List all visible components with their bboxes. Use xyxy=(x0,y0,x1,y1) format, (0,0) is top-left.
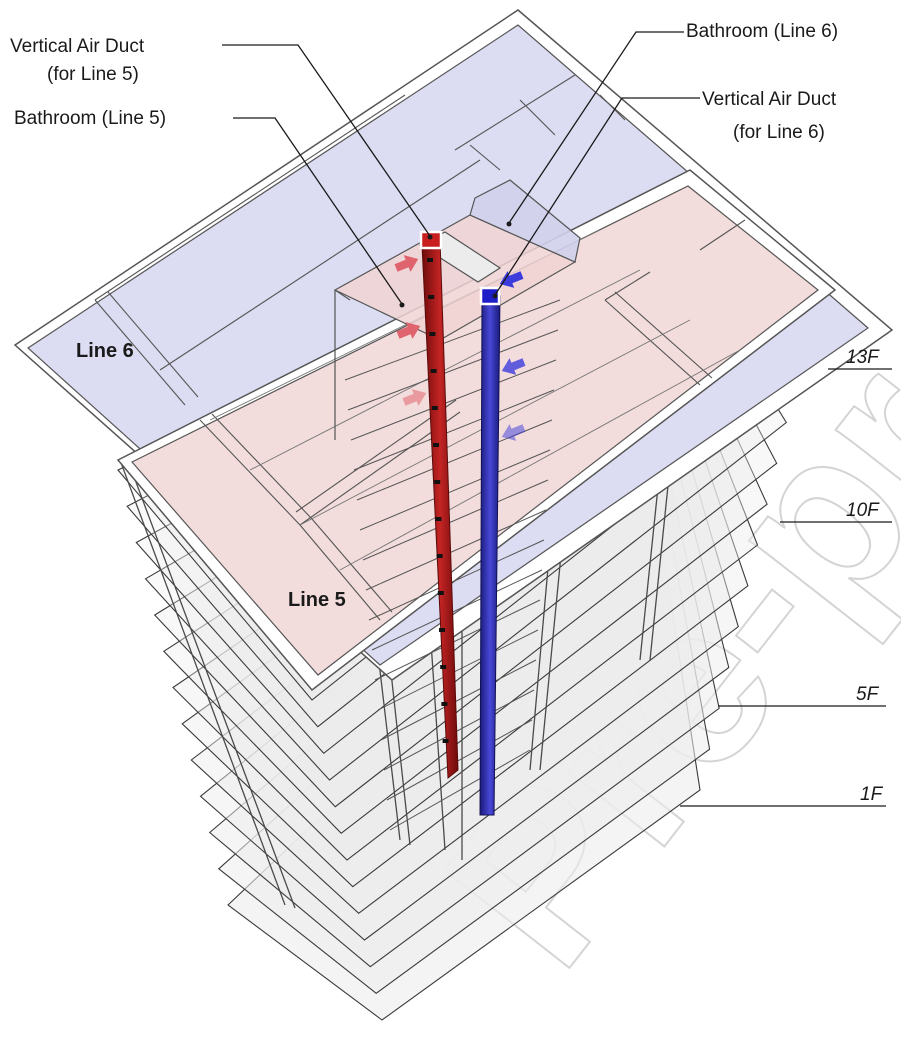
duct-floor-marker xyxy=(437,591,444,595)
floor-label-13f: 13F xyxy=(846,347,880,368)
zone-label-line6: Line 6 xyxy=(76,340,134,362)
duct-floor-marker xyxy=(440,665,447,669)
core-floor-line xyxy=(365,509,547,591)
duct-floor-markers xyxy=(427,258,449,743)
core-floor-line xyxy=(347,329,559,411)
arrow-line5-1 xyxy=(394,255,419,272)
core-floor-line xyxy=(371,569,543,651)
duct-floor-marker xyxy=(434,480,441,484)
callout-bathroom-line6: Bathroom (Line 6) xyxy=(686,21,838,42)
core-floor-line xyxy=(359,449,551,531)
duct-floor-marker xyxy=(431,406,438,410)
arrow-line6-1 xyxy=(499,271,524,288)
core-floor-line xyxy=(362,479,549,561)
core-floor-line xyxy=(350,359,557,441)
core-floor-lines xyxy=(344,299,561,831)
callout-leaders xyxy=(222,31,700,305)
core-floor-line xyxy=(344,299,561,381)
duct-floor-marker xyxy=(429,332,436,336)
floor-label-10f: 10F xyxy=(846,500,880,521)
core-floor-line xyxy=(377,629,539,711)
duct-line5 xyxy=(419,230,459,780)
callout-dots xyxy=(399,221,512,308)
floor-label-5f: 5F xyxy=(856,684,880,705)
callout-duct-line6-title: Vertical Air Duct xyxy=(702,89,837,110)
duct-floor-marker xyxy=(441,702,448,706)
duct-floor-marker xyxy=(428,295,435,299)
core-floor-line xyxy=(374,599,541,681)
core-floor-line xyxy=(380,659,537,741)
core-floor-line xyxy=(368,539,545,621)
duct-floor-marker xyxy=(442,739,449,743)
duct-floor-marker xyxy=(435,517,442,521)
zone-label-line5: Line 5 xyxy=(288,589,346,611)
floor-label-1f: 1F xyxy=(860,784,884,805)
duct-floor-marker xyxy=(439,628,445,632)
floor-level-markers: 13F 10F 5F 1F xyxy=(680,347,892,807)
arrow-line5-3 xyxy=(402,389,427,406)
airflow-arrows xyxy=(394,255,526,441)
callout-duct-line6-sub: (for Line 6) xyxy=(733,122,825,143)
duct-floor-marker xyxy=(436,554,443,558)
callout-duct-line5-title: Vertical Air Duct xyxy=(10,36,145,57)
core-floor-line xyxy=(353,389,555,471)
core-floor-line xyxy=(386,719,533,801)
core-floor-line xyxy=(389,749,531,831)
arrow-line6-2 xyxy=(501,358,526,375)
duct-floor-marker xyxy=(427,258,433,262)
core-floor-line xyxy=(383,689,535,771)
callout-bathroom-line5: Bathroom (Line 5) xyxy=(14,108,166,129)
callout-duct-line5-sub: (for Line 5) xyxy=(47,64,139,85)
arrow-line5-2 xyxy=(396,322,421,339)
duct-floor-marker xyxy=(430,369,437,373)
duct-floor-marker xyxy=(433,443,439,447)
arrow-line6-3 xyxy=(501,424,526,441)
